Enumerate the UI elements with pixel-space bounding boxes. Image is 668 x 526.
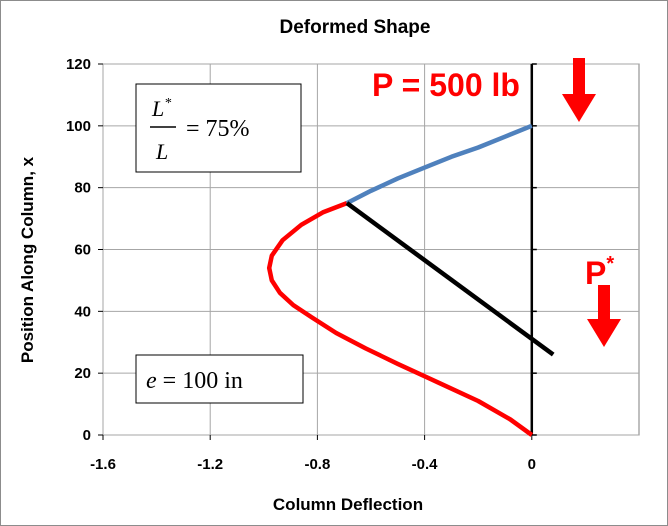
- p-star-arrow-head: [587, 319, 621, 347]
- ratio-numerator: L*: [151, 96, 171, 121]
- ratio-value: = 75%: [186, 116, 250, 142]
- p-star-arrow-shaft: [598, 285, 610, 321]
- x-axis-title: Column Deflection: [273, 495, 423, 514]
- y-axis-ticks: 0 20 40 60 80 100 120: [66, 56, 103, 444]
- y-tick-label: 80: [74, 180, 91, 197]
- y-tick-label: 60: [74, 242, 91, 259]
- x-tick-label: -0.8: [304, 456, 330, 473]
- ratio-denominator: L: [155, 139, 168, 164]
- eccentricity-text: e = 100 in: [146, 368, 243, 394]
- x-tick-label: -1.2: [197, 456, 223, 473]
- x-tick-label: -1.6: [90, 456, 116, 473]
- ratio-box-border: [135, 83, 302, 173]
- y-tick-label: 120: [66, 56, 91, 73]
- series-line-1: [266, 201, 534, 437]
- y-tick-label: 100: [66, 118, 91, 135]
- y-tick-label: 40: [74, 303, 91, 320]
- y-axis-title: Position Along Column, x: [18, 156, 37, 363]
- load-label: P = 500 lb: [372, 67, 520, 103]
- p-star-arrow: [587, 285, 621, 347]
- p-star-label: P*: [585, 253, 614, 291]
- load-arrow-head: [562, 94, 596, 122]
- y-tick-label: 0: [83, 427, 91, 444]
- x-tick-label: 0: [528, 456, 536, 473]
- x-axis-ticks: -1.6 -1.2 -0.8 -0.4 0: [90, 435, 536, 473]
- load-arrow: [562, 58, 596, 122]
- chart-title: Deformed Shape: [280, 17, 431, 38]
- x-tick-label: -0.4: [412, 456, 439, 473]
- eccentricity-box-border: [135, 354, 304, 404]
- eccentricity-box: e = 100 in: [135, 354, 304, 404]
- y-tick-label: 20: [74, 365, 91, 382]
- series-line-2: [345, 123, 533, 206]
- load-arrow-shaft: [573, 58, 585, 96]
- series-layer: [266, 123, 555, 437]
- length-ratio-box: L* L = 75%: [135, 83, 302, 173]
- series-line-3: [345, 201, 555, 357]
